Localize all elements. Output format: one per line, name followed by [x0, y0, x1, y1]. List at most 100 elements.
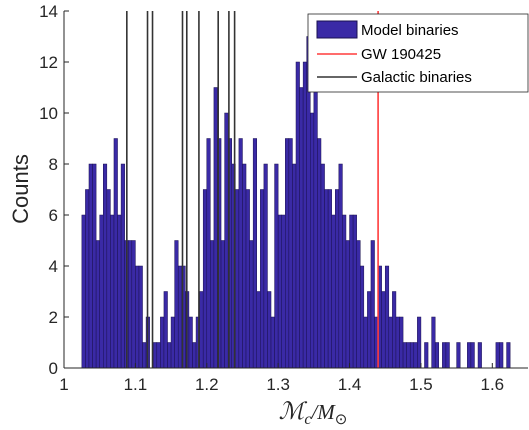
histogram-bar	[367, 291, 372, 369]
histogram-bar	[170, 316, 175, 369]
histogram-bar	[235, 189, 240, 369]
legend-label-galactic-binaries: Galactic binaries	[361, 69, 472, 86]
histogram-bar	[431, 316, 436, 369]
histogram-bar	[317, 138, 322, 369]
histogram-bar	[202, 189, 208, 369]
histogram-bar	[192, 342, 197, 369]
histogram-bar	[120, 163, 125, 369]
histogram-bar	[220, 240, 225, 369]
histogram-bar	[342, 214, 347, 369]
histogram-bar	[352, 214, 357, 369]
histogram-bar	[213, 87, 218, 369]
histogram-bar	[292, 163, 297, 369]
histogram-bar	[167, 342, 172, 369]
histogram-bar	[445, 342, 450, 369]
histogram-bar	[85, 189, 90, 369]
y-tick-label: 8	[49, 155, 58, 174]
histogram-bar	[188, 316, 193, 369]
histogram-bar	[135, 265, 140, 369]
y-tick-label: 4	[49, 257, 58, 276]
histogram-bar	[238, 138, 243, 369]
y-tick-label: 12	[39, 53, 58, 72]
histogram-bar	[320, 163, 325, 369]
histogram-bar	[506, 342, 511, 369]
histogram-bar	[88, 163, 93, 369]
x-tick-label: 1.5	[409, 375, 433, 394]
legend-swatch-model-binaries	[316, 20, 358, 39]
histogram-bar	[210, 240, 215, 369]
histogram-bar	[131, 240, 136, 369]
x-tick-label: 1.3	[266, 375, 290, 394]
histogram-bar	[242, 163, 247, 369]
histogram-bar	[270, 316, 275, 369]
histogram-bar	[335, 189, 340, 369]
y-tick-label: 10	[39, 104, 58, 123]
y-tick-label: 6	[49, 206, 58, 225]
histogram-bar	[277, 214, 282, 369]
histogram-bar	[106, 189, 111, 369]
histogram-bar	[417, 316, 422, 369]
x-axis-label-sub: c	[304, 411, 311, 428]
histogram-bar	[274, 163, 279, 369]
histogram-bar	[156, 342, 161, 369]
histogram-bar	[263, 163, 268, 369]
histogram-bar	[99, 214, 104, 369]
x-tick-label: 1.6	[480, 375, 504, 394]
histogram-bar	[477, 342, 482, 369]
x-tick-label: 1.2	[195, 375, 219, 394]
histogram-bar	[413, 342, 418, 369]
histogram-bar	[224, 112, 229, 369]
histogram-bar	[470, 342, 475, 369]
histogram-bar	[302, 61, 307, 369]
tick-labels: 1 1.1 1.2 1.3 1.4 1.5 1.6 0 2 4 6 8 10 12 14	[39, 2, 504, 394]
histogram-bar	[360, 265, 365, 369]
y-axis-label: Counts	[8, 154, 33, 224]
x-axis-label-sun: ⊙	[335, 412, 348, 428]
histogram-bar	[128, 240, 133, 369]
histogram-bar	[327, 189, 332, 369]
histogram-bar	[424, 342, 429, 369]
histogram-bar	[331, 214, 336, 369]
y-tick-label: 14	[39, 2, 58, 21]
histogram-bar	[249, 240, 254, 369]
histogram-bar	[324, 189, 329, 369]
histogram-bar	[267, 291, 272, 369]
histogram-bar	[142, 342, 147, 369]
histogram-bar	[117, 214, 122, 369]
histogram-bar	[388, 316, 393, 369]
x-axis-label-main: ℳ	[279, 399, 308, 425]
histogram-bar	[245, 189, 250, 369]
x-tick-label: 1.4	[338, 375, 362, 394]
histogram-bar	[295, 61, 300, 369]
histogram-bar	[363, 316, 368, 369]
histogram-bar	[467, 342, 472, 369]
histogram-bar	[95, 240, 100, 369]
histogram-bar	[81, 214, 86, 369]
histogram-bar	[356, 240, 361, 369]
histogram-bar	[199, 291, 204, 369]
histogram-bar	[163, 291, 168, 369]
histogram-bar	[299, 87, 304, 369]
histogram-bar	[392, 291, 397, 369]
x-axis-label: ℳc/M⊙	[279, 399, 348, 428]
histogram-bar	[349, 214, 354, 369]
histogram-bar	[442, 342, 447, 369]
x-tick-label: 1.1	[124, 375, 148, 394]
axes	[63, 10, 528, 369]
histogram-bar	[399, 316, 404, 369]
legend-label-gw-190425: GW 190425	[361, 46, 441, 63]
histogram-bar	[310, 112, 315, 369]
histogram-bar	[252, 138, 257, 369]
histogram-bar	[152, 342, 158, 369]
histogram-bar	[402, 342, 407, 369]
histogram-bar	[381, 291, 386, 369]
x-axis-label-slash: /M	[310, 400, 336, 424]
y-tick-label: 2	[49, 308, 58, 327]
legend-label-model-binaries: Model binaries	[361, 22, 459, 39]
histogram-bar	[138, 265, 143, 369]
histogram-bar	[103, 163, 108, 369]
histogram-bar	[345, 240, 350, 369]
legend: Model binaries GW 190425 Galactic binari…	[307, 13, 529, 93]
histogram-bar	[174, 240, 179, 369]
